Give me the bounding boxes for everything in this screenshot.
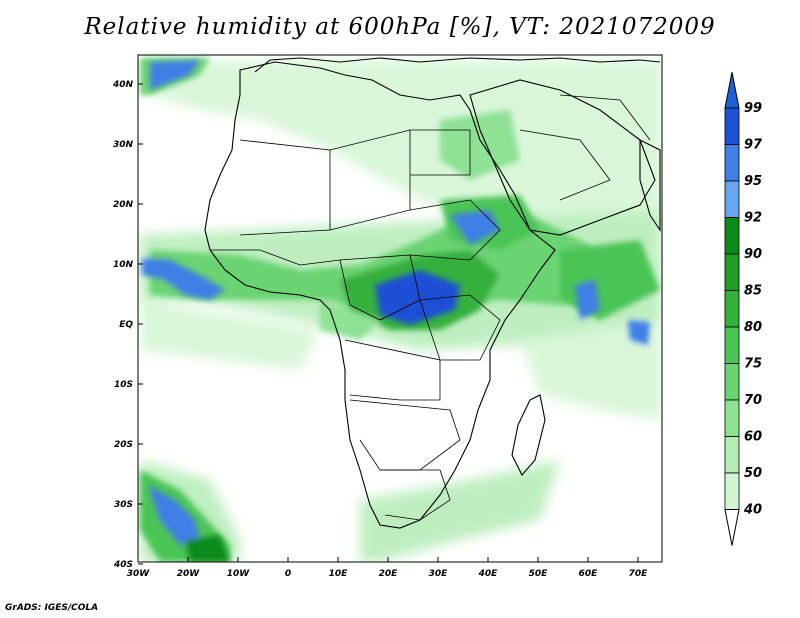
lat-tick-label: 40N — [112, 80, 134, 90]
humidity-saturated-sw-atlantic — [148, 485, 200, 545]
lat-tick-label: 10N — [113, 260, 134, 270]
lat-tick-label: 10S — [114, 380, 133, 390]
border-iran — [559, 94, 651, 141]
border-sudan-ethiopia — [409, 199, 501, 261]
colorbar: 99 97 95 92 90 85 80 75 70 60 50 40 — [724, 71, 763, 546]
humidity-saturated-central — [375, 270, 460, 325]
humidity-saturated-west — [142, 258, 225, 300]
colorbar-segment — [724, 290, 740, 328]
colorbar-label: 70 — [744, 393, 762, 408]
humidity-saturated-northwest — [150, 60, 200, 90]
colorbar-segment — [724, 399, 740, 437]
lat-tick-label: 30N — [113, 140, 134, 150]
colorbar-segment — [724, 363, 740, 401]
humidity-saturated-indian — [575, 280, 600, 320]
border-angola-congo — [344, 339, 441, 401]
colorbar-label: 92 — [744, 211, 762, 226]
border-central-africa — [339, 254, 421, 321]
colorbar-label: 85 — [744, 284, 762, 299]
lat-tick-label: 20S — [114, 440, 133, 450]
humidity-area-atlantic-south — [140, 300, 320, 370]
lon-tick-label: 20E — [379, 569, 399, 579]
humidity-area-red-sea — [440, 110, 520, 180]
lon-tick-label: 10E — [329, 569, 349, 579]
humidity-saturated-east-ocean — [628, 320, 650, 345]
border-arabia-inner — [519, 129, 611, 201]
colorbar-label: 50 — [744, 466, 762, 481]
border-west-africa — [210, 249, 341, 266]
colorbar-bottom-arrow — [724, 509, 740, 546]
colorbar-label: 99 — [744, 101, 762, 116]
lon-tick-label: 40E — [478, 569, 499, 579]
colorbar-top-arrow — [724, 71, 740, 109]
humidity-saturated-ethiopia — [450, 210, 500, 245]
colorbar-label: 60 — [744, 430, 762, 445]
humidity-area-gulf-guinea — [320, 300, 380, 340]
colorbar-label: 40 — [743, 503, 762, 518]
grads-credit: GrADS: IGES/COLA — [5, 603, 99, 613]
colorbar-label: 80 — [744, 320, 762, 335]
lon-tick-label: 10W — [227, 569, 251, 579]
humidity-area-south-africa — [360, 460, 560, 562]
country-borders — [210, 94, 651, 521]
madagascar-coastline — [511, 394, 546, 476]
humidity-area-indian-ocean — [520, 320, 662, 420]
colorbar-segment — [724, 472, 740, 510]
humidity-dense-south-atlantic — [185, 535, 230, 562]
border-east-africa — [419, 294, 501, 361]
border-egypt-sudan — [410, 129, 471, 176]
india-coastline — [639, 139, 661, 232]
lon-tick-label: 70E — [629, 569, 649, 579]
colorbar-segment — [724, 326, 740, 364]
africa-coastline — [204, 61, 556, 529]
lon-tick-label: 30W — [127, 569, 151, 579]
lon-tick-label: 50E — [529, 569, 549, 579]
arabia-coastline — [469, 79, 656, 236]
lon-tick-label: 30E — [429, 569, 449, 579]
europe-coastline — [254, 57, 661, 73]
border-sahara-west — [239, 139, 331, 236]
map-frame — [137, 54, 663, 563]
lon-tick-label: 0 — [285, 569, 291, 579]
colorbar-segment — [724, 107, 740, 145]
coastline-outlines — [204, 57, 661, 529]
colorbar-segment — [724, 217, 740, 255]
colorbar-label: 75 — [744, 357, 762, 372]
lat-tick-label: 20N — [113, 200, 134, 210]
longitude-ticks: 30W 20W 10W 0 10E 20E 30E 40E 50E 60E 70E — [127, 557, 648, 579]
colorbar-segment — [724, 144, 740, 182]
border-south-africa — [380, 469, 451, 521]
lat-tick-label: EQ — [119, 320, 133, 330]
lon-tick-label: 20W — [177, 569, 201, 579]
border-southern-africa — [349, 399, 461, 471]
colorbar-label: 95 — [744, 174, 762, 189]
colorbar-label: 90 — [744, 247, 762, 262]
lat-tick-label: 30S — [114, 500, 133, 510]
humidity-field — [140, 58, 662, 562]
latitude-ticks: 40N 30N 20N 10N EQ 10S 20S 30S 40S — [112, 80, 143, 570]
colorbar-segment — [724, 253, 740, 291]
lon-tick-label: 60E — [579, 569, 599, 579]
border-sahara-east — [329, 129, 411, 231]
colorbar-label: 97 — [744, 138, 763, 153]
chart-title: Relative humidity at 600hPa [%], VT: 202… — [84, 14, 716, 40]
colorbar-segment — [724, 180, 740, 218]
lat-tick-label: 40S — [113, 560, 133, 570]
humidity-area-north-haze — [150, 60, 662, 240]
colorbar-segment — [724, 436, 740, 474]
